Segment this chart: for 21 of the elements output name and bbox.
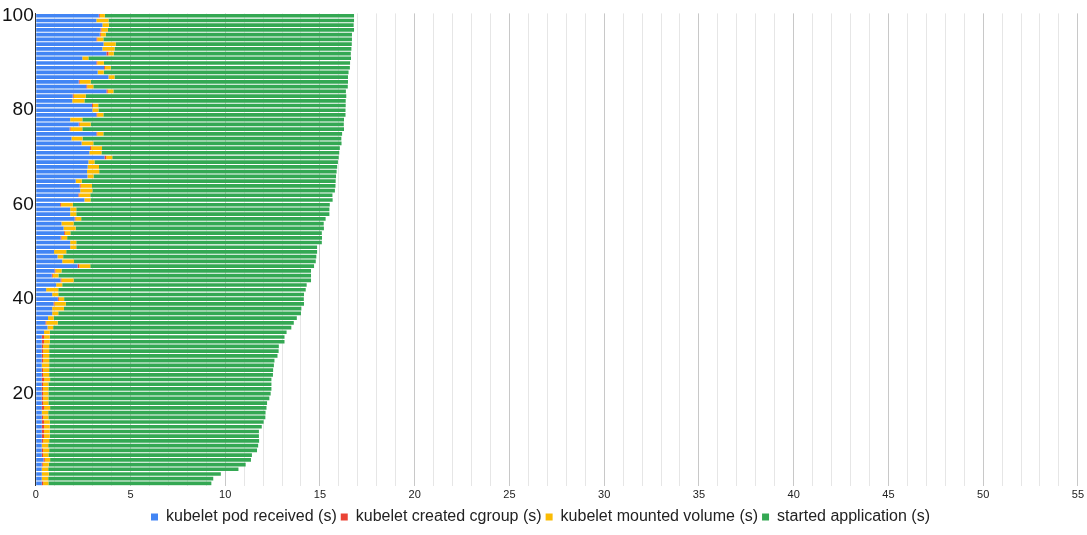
y-tick-label: 80 [12,98,34,120]
legend-label: kubelet mounted volume (s) [560,507,759,525]
x-tick-label: 50 [977,488,990,501]
x-tick-label: 5 [127,488,134,501]
x-tick-label: 40 [787,488,800,501]
x-tick-label: 0 [32,488,39,501]
y-tick-label: 40 [12,287,34,309]
y-tick-label: 100 [2,4,34,25]
x-tick-label: 30 [598,488,611,501]
y-tick-label: 20 [12,381,34,403]
x-tick-label: 15 [313,488,327,501]
legend-label: kubelet pod received (s) [165,507,337,525]
x-tick-label: 35 [692,488,706,501]
legend-label: started application (s) [777,507,931,525]
legend-label: kubelet created cgroup (s) [355,507,542,525]
x-tick-label: 45 [882,488,895,501]
y-tick-label: 60 [12,192,34,214]
x-tick-label: 55 [1071,488,1085,501]
x-tick-label: 10 [219,488,232,501]
x-tick-label: 25 [503,488,516,501]
x-tick-label: 20 [408,488,421,501]
